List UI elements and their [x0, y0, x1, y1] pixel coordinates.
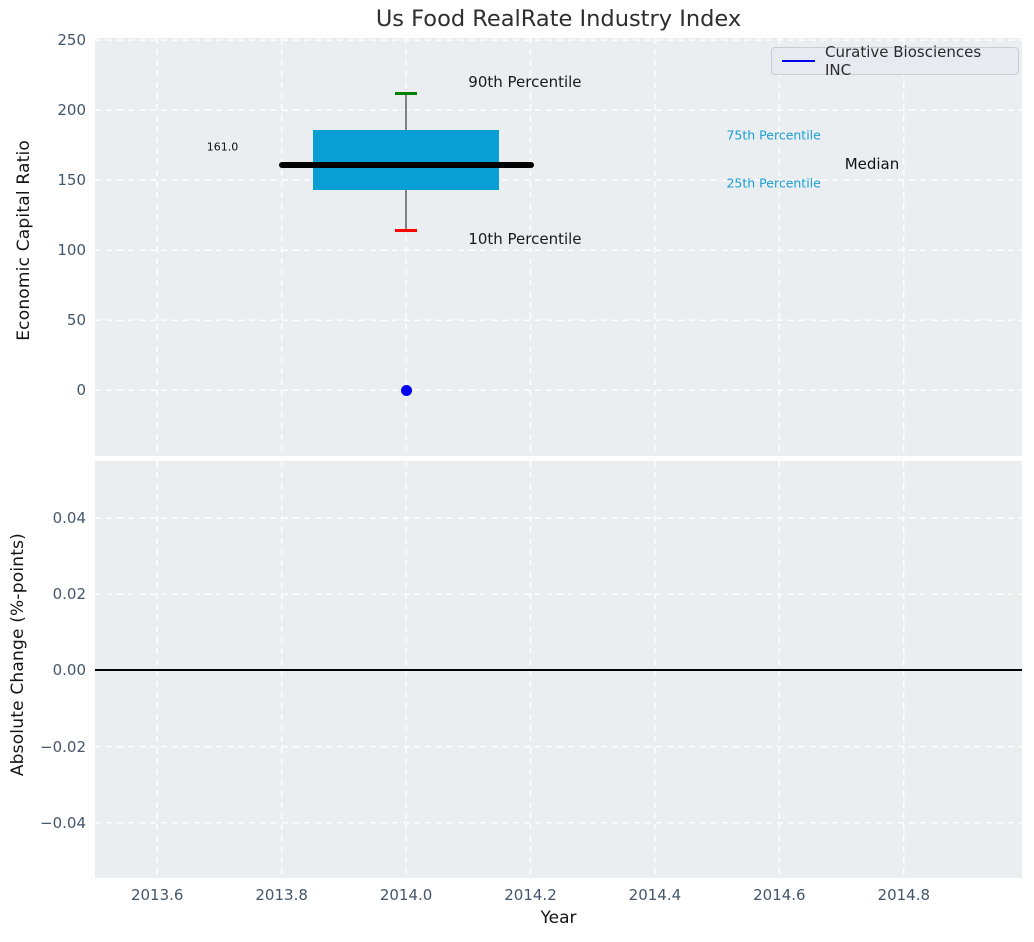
x-tick-label: 2014.4 [628, 886, 682, 904]
top-y-tick-label: 100 [57, 241, 86, 260]
annotation-median: Median [844, 155, 900, 174]
bottom-y-tick-label: 0.00 [52, 661, 86, 680]
top-y-tick-label: 200 [57, 101, 86, 120]
x-tick-label: 2013.8 [255, 886, 308, 904]
annotation-median-value: 161.0 [206, 140, 239, 154]
bottom-y-tick-label: 0.04 [52, 509, 86, 528]
legend: Curative Biosciences INC [771, 43, 1019, 79]
annotation-25th-percentile: 25th Percentile [726, 175, 821, 191]
median-line [278, 161, 534, 168]
x-tick-label: 2014.6 [753, 886, 806, 904]
top-y-axis-label: Economic Capital Ratio [14, 140, 34, 341]
bottom-y-axis-label: Absolute Change (%-points) [8, 533, 28, 777]
chart-title: Us Food RealRate Industry Index [375, 6, 742, 32]
x-tick-label: 2014.0 [379, 886, 433, 904]
top-y-tick-label: 250 [57, 31, 86, 50]
zero-line [95, 669, 1022, 672]
top-y-tick-label: 0 [76, 381, 86, 400]
annotation-75th-percentile: 75th Percentile [726, 127, 821, 143]
company-data-point [400, 384, 412, 396]
legend-line-sample [782, 59, 815, 63]
annotation-10th-percentile: 10th Percentile [468, 229, 582, 248]
top-y-tick-label: 50 [66, 311, 86, 330]
bottom-y-tick-label: −0.02 [40, 737, 86, 756]
annotation-90th-percentile: 90th Percentile [468, 73, 582, 92]
legend-label: Curative Biosciences INC [825, 43, 982, 79]
x-tick-label: 2014.2 [504, 886, 557, 904]
bottom-y-tick-label: −0.04 [40, 813, 86, 832]
top-y-tick-label: 150 [57, 171, 86, 190]
p90-cap [394, 91, 418, 95]
x-tick-label: 2013.6 [130, 886, 184, 904]
x-tick-label: 2014.8 [877, 886, 931, 904]
p10-cap [394, 228, 418, 233]
top-plot-area [95, 38, 1022, 456]
bottom-y-tick-label: 0.02 [52, 585, 86, 604]
iqr-box [312, 129, 500, 190]
x-axis-label: Year [540, 908, 577, 928]
